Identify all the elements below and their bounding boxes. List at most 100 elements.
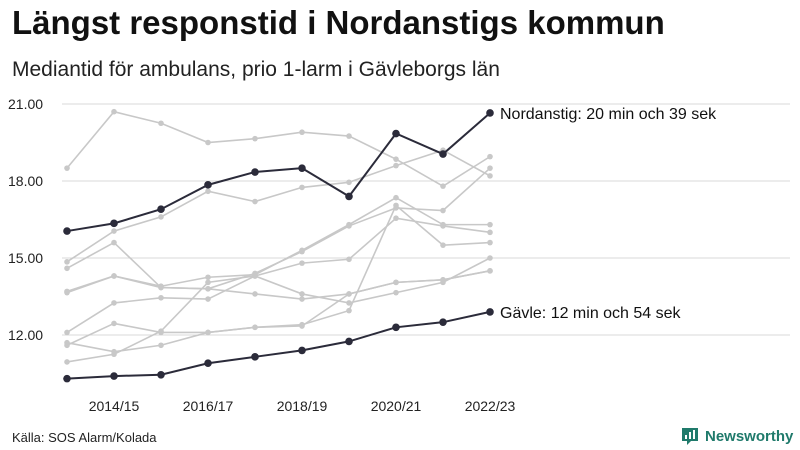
data-point	[487, 165, 493, 171]
data-point	[111, 239, 117, 246]
data-point	[111, 273, 117, 279]
data-point	[393, 162, 399, 169]
data-point	[440, 242, 446, 248]
annotations: Nordanstig: 20 min och 39 sek Gävle: 12 m…	[500, 106, 717, 322]
y-tick-label: 18.00	[8, 173, 43, 189]
data-point	[64, 329, 70, 336]
series-kommun-i	[64, 268, 493, 302]
data-point	[346, 133, 352, 139]
chart-title: Längst responstid i Nordanstigs kommun	[12, 4, 665, 41]
data-point	[486, 109, 494, 117]
data-point	[252, 198, 258, 205]
data-point	[111, 228, 117, 234]
data-point	[205, 188, 211, 195]
data-point	[345, 337, 353, 346]
series-annotation: Gävle: 12 min och 54 sek	[500, 305, 682, 322]
y-tick-label: 12.00	[8, 327, 43, 343]
data-point	[440, 277, 446, 283]
data-point	[157, 205, 165, 214]
series-lines	[63, 108, 494, 383]
data-point	[392, 323, 400, 332]
data-point	[110, 372, 118, 380]
data-point	[111, 300, 117, 306]
series-nordanstig	[63, 109, 494, 235]
data-point	[393, 279, 399, 286]
data-point	[487, 268, 493, 274]
x-tick-label: 2020/21	[371, 398, 422, 414]
data-point	[393, 202, 399, 209]
data-point	[158, 120, 164, 127]
data-point	[487, 153, 493, 160]
data-point	[392, 129, 400, 138]
data-point	[205, 296, 211, 302]
data-point	[299, 296, 305, 302]
data-point	[204, 181, 212, 189]
y-axis-ticks: 12.00 15.00 18.00 21.00	[8, 96, 43, 343]
x-tick-label: 2016/17	[183, 398, 234, 414]
series-line	[66, 110, 491, 188]
series-line	[66, 217, 491, 334]
line-chart: 12.00 15.00 18.00 21.00 2014/15 2016/17 2018/…	[8, 96, 790, 414]
data-point	[251, 353, 259, 361]
data-point	[204, 359, 212, 368]
series-line	[66, 310, 491, 380]
data-point	[63, 227, 71, 235]
data-point	[158, 294, 164, 301]
data-point	[298, 346, 306, 355]
data-point	[64, 359, 70, 365]
data-point	[158, 284, 164, 291]
series-annotation: Nordanstig: 20 min och 39 sek	[500, 106, 717, 123]
data-point	[110, 219, 118, 228]
source-note: Källa: SOS Alarm/Kolada	[12, 430, 157, 445]
series-line	[66, 196, 490, 293]
brand-name: Newsworthy	[705, 427, 794, 445]
data-point	[299, 184, 305, 191]
data-point	[345, 192, 353, 201]
series-line	[66, 257, 491, 363]
data-point	[298, 164, 306, 172]
data-point	[346, 221, 352, 228]
data-point	[64, 289, 70, 296]
data-point	[64, 339, 70, 346]
data-point	[346, 291, 352, 297]
data-point	[440, 223, 446, 229]
data-point	[299, 260, 305, 266]
x-tick-label: 2018/19	[277, 398, 328, 414]
x-tick-label: 2022/23	[465, 398, 516, 414]
grid-lines	[62, 103, 790, 336]
data-point	[205, 329, 211, 336]
series-line	[66, 112, 491, 233]
series-kommun-b	[64, 147, 493, 265]
data-point	[440, 207, 446, 214]
series-line	[66, 270, 491, 353]
series-kommun-a	[64, 108, 493, 189]
data-point	[439, 150, 447, 158]
data-point	[346, 307, 352, 314]
chart-subtitle: Mediantid för ambulans, prio 1-larm i Gä…	[12, 58, 500, 81]
data-point	[393, 194, 399, 201]
y-tick-label: 21.00	[8, 96, 43, 112]
data-point	[299, 247, 305, 254]
x-tick-label: 2014/15	[89, 398, 140, 414]
data-point	[251, 168, 259, 176]
series-gävle	[63, 308, 494, 383]
data-point	[158, 342, 164, 349]
y-tick-label: 15.00	[8, 250, 43, 266]
data-point	[205, 274, 211, 281]
data-point	[205, 286, 211, 292]
data-point	[346, 300, 352, 306]
series-line	[66, 167, 491, 290]
data-point	[158, 328, 164, 334]
series-line	[66, 149, 491, 263]
data-point	[299, 323, 305, 329]
data-point	[252, 291, 258, 297]
data-point	[252, 273, 258, 279]
data-point	[252, 324, 258, 331]
data-point	[393, 156, 399, 162]
brand-logo[interactable]: Newsworthy	[680, 426, 793, 446]
data-point	[111, 108, 117, 115]
data-point	[64, 265, 70, 272]
data-point	[487, 221, 493, 228]
data-point	[63, 374, 71, 383]
data-point	[487, 239, 493, 246]
